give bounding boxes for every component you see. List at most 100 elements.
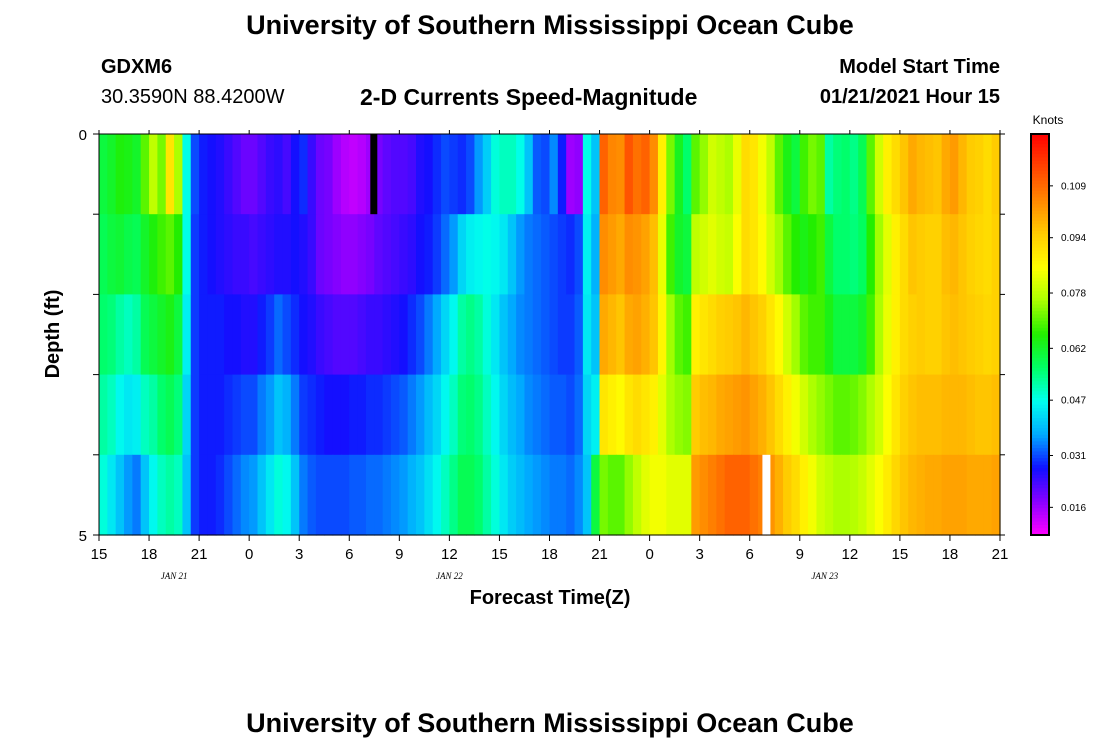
heatmap-cell (174, 134, 184, 215)
colorbar-segment (1031, 281, 1049, 285)
heatmap-cell (774, 214, 784, 295)
heatmap-cell (666, 454, 676, 536)
heatmap-cell (933, 374, 943, 456)
colorbar-segment (1031, 468, 1049, 473)
heatmap-cell (674, 454, 684, 536)
heatmap-cell (232, 134, 242, 215)
colorbar-segment (1031, 408, 1049, 412)
heatmap-cell (933, 454, 943, 536)
colorbar-tick-label: 0.047 (1061, 396, 1086, 407)
heatmap-cell (841, 374, 851, 456)
heatmap-cell (866, 454, 876, 536)
heatmap-cell (883, 214, 893, 295)
heatmap-cell (883, 294, 893, 376)
colorbar-segment (1031, 254, 1049, 259)
heatmap-cell (607, 214, 617, 295)
heatmap-cell (549, 374, 559, 456)
colorbar-segment (1031, 217, 1049, 222)
heatmap-cell (507, 294, 517, 376)
heatmap-cell (441, 214, 450, 295)
heatmap-cell (616, 454, 626, 536)
colorbar-segment (1031, 464, 1049, 469)
heatmap-cell (858, 374, 868, 456)
colorbar-segment (1031, 164, 1049, 169)
heatmap-cell (307, 374, 317, 456)
heatmap-cell (966, 374, 976, 456)
heatmap-cell (991, 214, 1001, 295)
heatmap-cell (724, 294, 734, 376)
heatmap-cell (149, 134, 158, 215)
heatmap-cell (541, 374, 551, 456)
heatmap-cell (265, 214, 275, 295)
heatmap-cell (299, 214, 309, 295)
colorbar-segment (1031, 524, 1049, 529)
heatmap-cell (499, 134, 509, 215)
colorbar-segment (1031, 411, 1049, 416)
heatmap-cell (374, 134, 384, 215)
heatmap-cell (224, 134, 234, 215)
heatmap-cell (382, 134, 392, 215)
heatmap-cell (599, 214, 609, 295)
heatmap-cell (708, 214, 717, 295)
colorbar-segment (1031, 147, 1049, 152)
heatmap-cell (557, 454, 567, 536)
heatmap-cell (699, 134, 709, 215)
colorbar-segment (1031, 491, 1049, 496)
heatmap-cell (491, 374, 501, 456)
heatmap-cell (891, 454, 901, 536)
x-tick-label: 12 (841, 546, 858, 563)
heatmap-cell (165, 294, 175, 376)
colorbar-segment (1031, 404, 1049, 409)
heatmap-cell (941, 294, 951, 376)
heatmap-cell (107, 374, 117, 456)
heatmap-cell (666, 294, 676, 376)
heatmap-cell (174, 294, 184, 376)
plot-title: 2-D Currents Speed-Magnitude (360, 84, 698, 110)
heatmap-cell (140, 374, 150, 456)
heatmap-cell (841, 294, 851, 376)
heatmap-cell (182, 214, 192, 295)
colorbar-segment (1031, 374, 1049, 379)
heatmap-cell (274, 214, 284, 295)
heatmap-cell (257, 454, 267, 536)
colorbar-segment (1031, 304, 1049, 309)
heatmap-cell (591, 134, 601, 215)
heatmap-cell (708, 134, 717, 215)
heatmap-cell (324, 454, 334, 536)
heatmap-cell (390, 134, 400, 215)
heatmap-cell (699, 454, 709, 536)
x-tick-label: 0 (645, 546, 653, 563)
heatmap-cell (916, 454, 926, 536)
heatmap-cell (758, 214, 767, 295)
heatmap-cell (849, 454, 859, 536)
heatmap-cell (274, 374, 284, 456)
heatmap-cell (591, 294, 601, 376)
heatmap-cell (524, 294, 534, 376)
heatmap-cell (349, 294, 359, 376)
colorbar-segment (1031, 331, 1049, 336)
colorbar-segment (1031, 234, 1049, 239)
heatmap-cell (382, 294, 392, 376)
heatmap-cell (407, 374, 417, 456)
heatmap-cell (641, 294, 651, 376)
heatmap-cell (749, 214, 759, 295)
heatmap-cell (766, 214, 776, 295)
heatmap-cell (849, 294, 859, 376)
heatmap-cell (140, 454, 150, 536)
heatmap-cell (899, 214, 909, 295)
colorbar-segment (1031, 397, 1049, 402)
heatmap-cell (774, 294, 784, 376)
heatmap-cell (416, 374, 425, 456)
x-tick-label: 6 (345, 546, 353, 563)
heatmap-cell (949, 374, 959, 456)
heatmap-cell (574, 134, 584, 215)
heatmap-cell (632, 214, 642, 295)
heatmap-cell (265, 374, 275, 456)
heatmap-cell (974, 454, 984, 536)
heatmap-cell (232, 454, 242, 536)
heatmap-cell (899, 374, 909, 456)
x-tick-label: 21 (992, 546, 1009, 563)
heatmap-cell (474, 214, 484, 295)
heatmap-cell (432, 214, 442, 295)
heatmap-cell (974, 294, 984, 376)
